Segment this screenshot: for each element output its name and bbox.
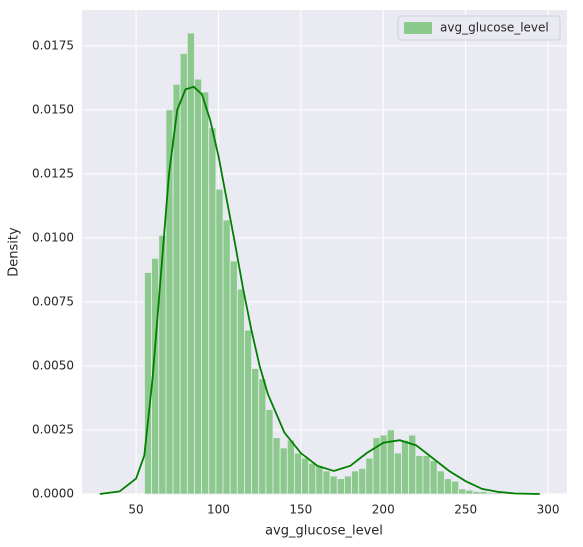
bar <box>179 53 188 495</box>
legend-swatch <box>404 22 432 34</box>
bar <box>479 491 488 495</box>
bar <box>451 480 460 495</box>
bar <box>393 452 402 495</box>
bar <box>186 32 195 495</box>
bar <box>244 329 252 495</box>
bar <box>265 409 274 495</box>
y-tick-label: 0.0025 <box>32 422 74 436</box>
x-tick-label: 250 <box>454 503 477 517</box>
y-tick-label: 0.0175 <box>32 38 74 52</box>
y-tick-label: 0.0100 <box>32 230 74 244</box>
bar <box>443 478 452 495</box>
bar <box>386 429 395 495</box>
x-axis-label: avg_glucose_level <box>265 524 383 539</box>
bar <box>422 455 431 495</box>
bar <box>358 467 367 495</box>
bar <box>294 452 302 495</box>
bar <box>258 378 267 495</box>
bar <box>322 470 331 495</box>
y-tick-label: 0.0050 <box>32 358 74 372</box>
bar <box>144 272 153 495</box>
bar <box>208 127 217 495</box>
x-tick-label: 200 <box>372 503 395 517</box>
bar <box>336 478 345 495</box>
bar <box>315 465 324 495</box>
bar <box>429 460 438 495</box>
bar <box>172 83 181 495</box>
bar <box>365 457 374 495</box>
bar <box>194 78 203 495</box>
kde-line <box>99 85 540 495</box>
bar <box>486 492 495 495</box>
x-tick-label: 50 <box>128 503 143 517</box>
bar <box>215 188 224 495</box>
bar <box>472 491 481 495</box>
bar <box>329 475 338 495</box>
y-tick-label: 0.0000 <box>32 487 74 501</box>
bar <box>344 475 352 495</box>
bar <box>465 489 474 495</box>
bar <box>458 488 467 495</box>
bar <box>415 455 424 495</box>
bar <box>236 288 245 495</box>
bar <box>308 462 317 495</box>
bar <box>272 437 281 495</box>
legend-box <box>397 15 561 41</box>
x-tick-label: 300 <box>537 503 560 517</box>
y-tick-label: 0.0075 <box>32 294 74 308</box>
bar <box>229 260 238 495</box>
bar <box>251 368 260 495</box>
bar <box>401 439 410 495</box>
legend-label: avg_glucose_level <box>440 21 549 35</box>
bar <box>301 457 310 495</box>
y-tick-label: 0.0125 <box>32 166 74 180</box>
bar <box>158 234 167 495</box>
bar <box>201 91 210 495</box>
bar <box>436 470 445 495</box>
y-tick-label: 0.0150 <box>32 102 74 116</box>
bar <box>351 470 360 495</box>
x-tick-label: 150 <box>289 503 312 517</box>
x-tick-label: 100 <box>207 503 230 517</box>
bar <box>286 439 295 495</box>
y-axis-label: Density <box>7 227 22 277</box>
bar <box>222 219 231 495</box>
bar <box>279 447 288 495</box>
